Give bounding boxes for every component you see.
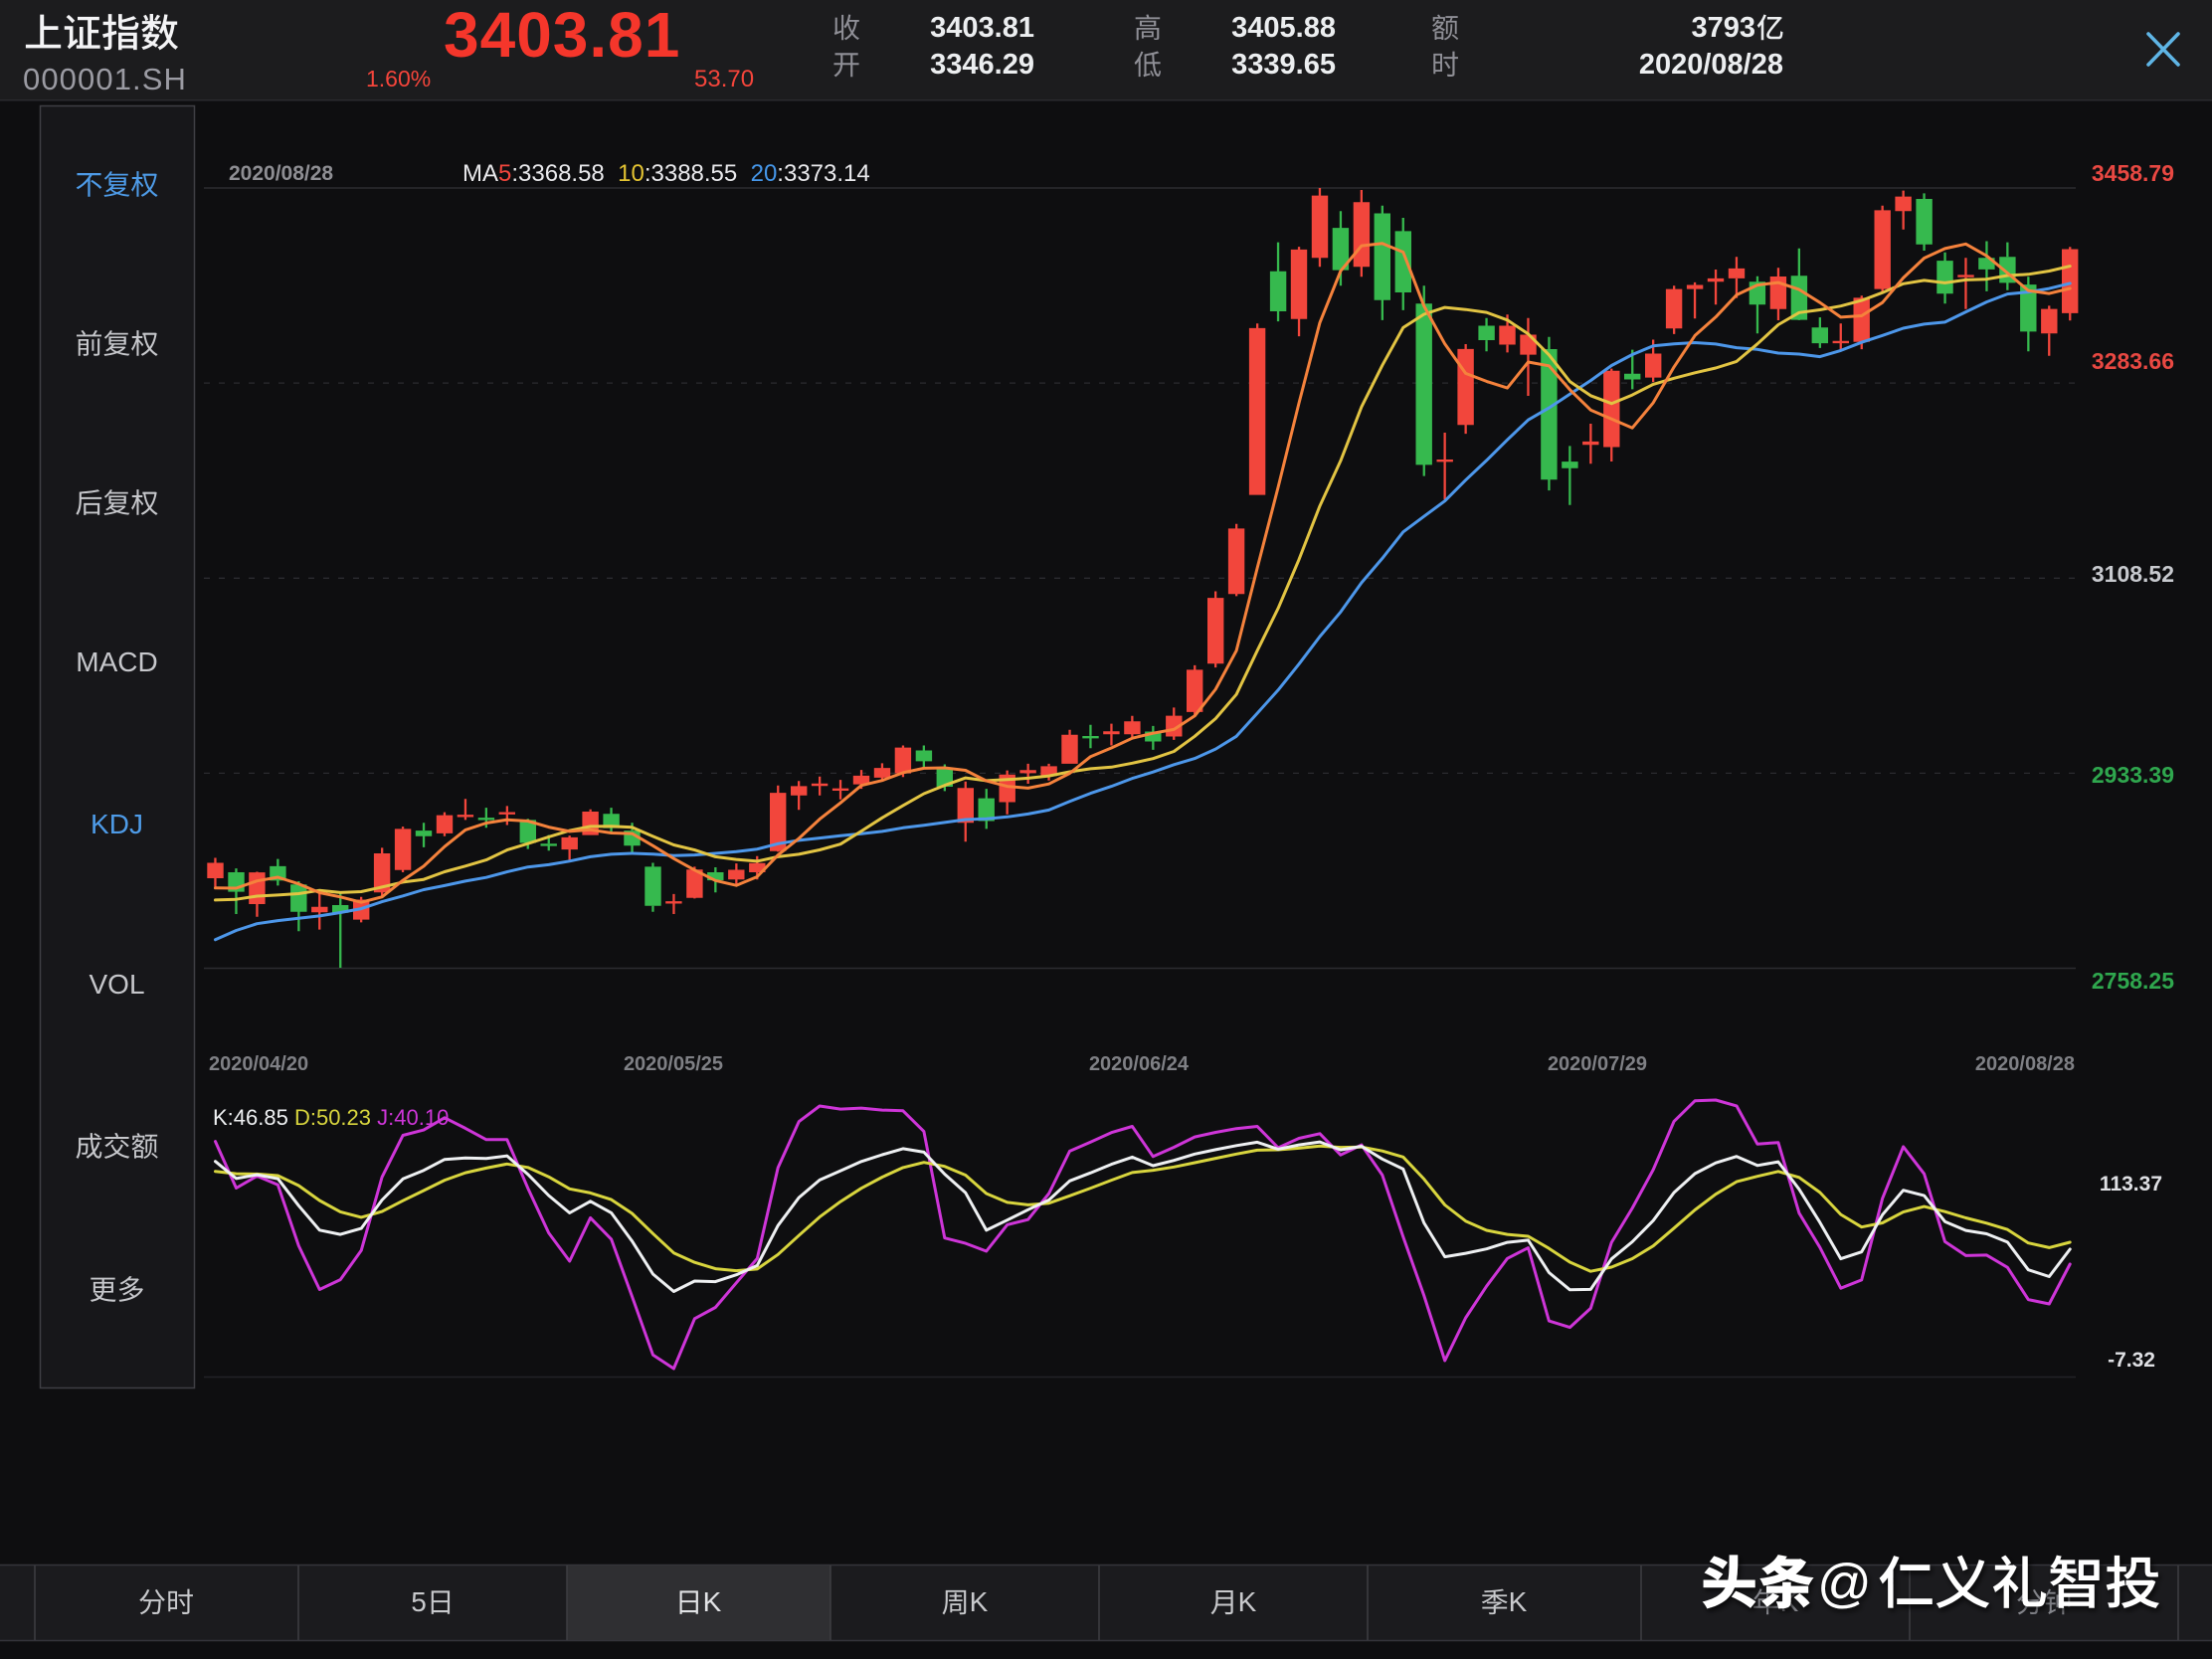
- svg-text:2020/08/28: 2020/08/28: [229, 162, 333, 185]
- svg-text:2020/06/24: 2020/06/24: [1089, 1053, 1190, 1075]
- svg-text:MACD: MACD: [76, 646, 157, 677]
- svg-text:2020/05/25: 2020/05/25: [624, 1053, 723, 1075]
- svg-text:3108.52: 3108.52: [2092, 561, 2174, 587]
- svg-text:3458.79: 3458.79: [2092, 160, 2174, 186]
- svg-text:000001.SH: 000001.SH: [23, 62, 187, 96]
- svg-text:3793: 3793: [1691, 12, 1755, 44]
- svg-text:VOL: VOL: [89, 969, 144, 1000]
- svg-text:3403.81: 3403.81: [444, 0, 680, 71]
- svg-text:2020/04/20: 2020/04/20: [209, 1053, 308, 1075]
- svg-text:3403.81: 3403.81: [930, 12, 1034, 44]
- svg-text:-7.32: -7.32: [2108, 1349, 2155, 1372]
- svg-text:2020/08/28: 2020/08/28: [1975, 1053, 2075, 1075]
- svg-text:K: K: [703, 1586, 722, 1617]
- svg-text:2020/08/28: 2020/08/28: [1639, 49, 1783, 81]
- svg-text:K: K: [1238, 1586, 1257, 1617]
- svg-text:K: K: [1509, 1586, 1528, 1617]
- svg-text:KDJ: KDJ: [91, 809, 143, 839]
- svg-text:3346.29: 3346.29: [930, 49, 1034, 81]
- svg-text:5: 5: [411, 1586, 427, 1617]
- svg-text:3283.66: 3283.66: [2092, 348, 2174, 374]
- svg-text:113.37: 113.37: [2100, 1173, 2162, 1196]
- svg-text:2758.25: 2758.25: [2092, 968, 2174, 994]
- svg-text:MA5:3368.58 10:3388.55 20:33: MA5:3368.58 10:3388.55 20:3373.14: [462, 160, 870, 187]
- svg-text:3405.88: 3405.88: [1231, 12, 1336, 44]
- svg-text:2020/07/29: 2020/07/29: [1548, 1053, 1647, 1075]
- svg-text:@: @: [1817, 1554, 1872, 1613]
- svg-text:2933.39: 2933.39: [2092, 762, 2174, 788]
- svg-text:K: K: [970, 1586, 989, 1617]
- svg-text:53.70: 53.70: [694, 66, 754, 92]
- svg-text:K:46.85 D:50.23 J:40.10: K:46.85 D:50.23 J:40.10: [213, 1105, 449, 1130]
- svg-text:3339.65: 3339.65: [1231, 49, 1336, 81]
- svg-text:1.60%: 1.60%: [366, 66, 431, 92]
